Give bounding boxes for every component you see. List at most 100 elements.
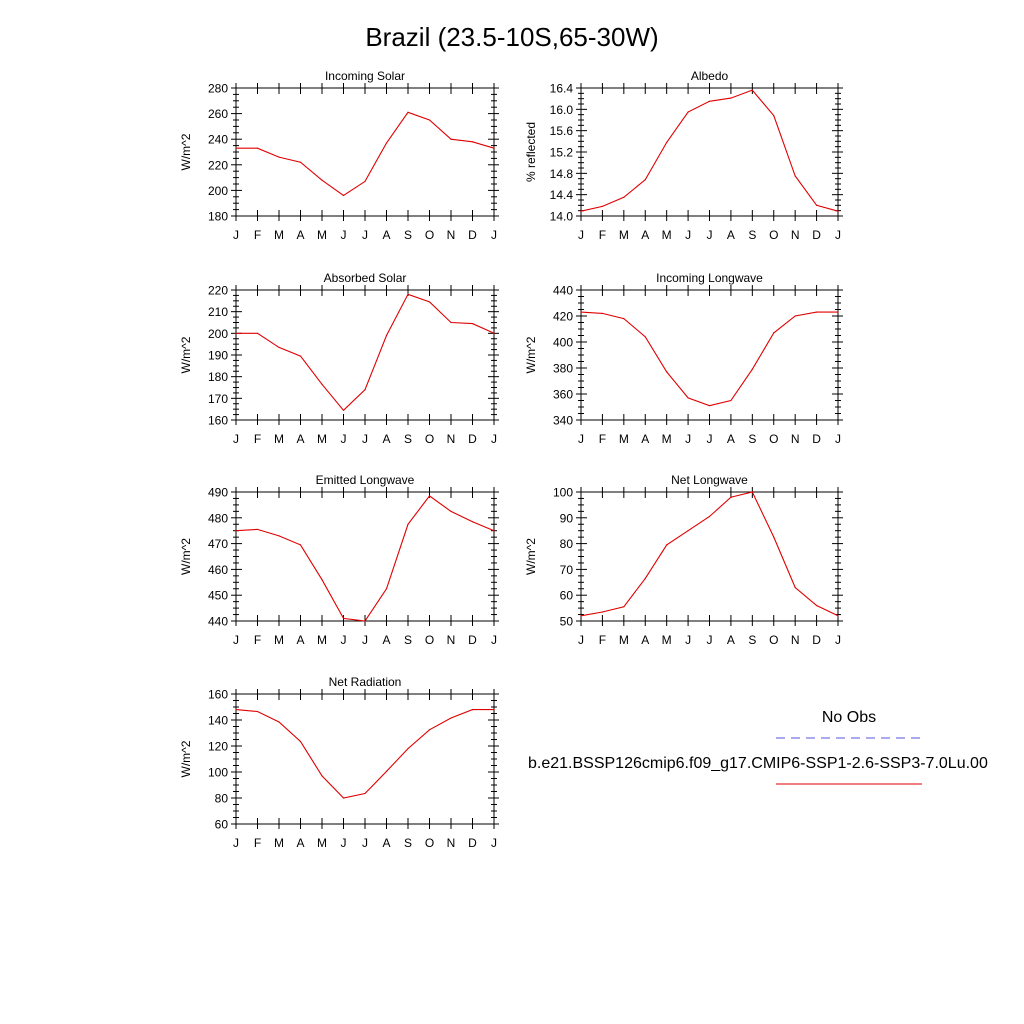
x-tick-label: A: [382, 432, 390, 446]
x-tick-label: F: [599, 633, 606, 647]
x-tick-label: A: [382, 228, 390, 242]
data-point: [278, 156, 280, 158]
y-tick-label: 160: [208, 688, 228, 702]
x-tick-label: N: [447, 432, 456, 446]
data-point: [278, 346, 280, 349]
x-tick-label: A: [296, 432, 304, 446]
x-tick-label: F: [254, 432, 261, 446]
data-point: [666, 141, 668, 143]
y-tick-label: 440: [208, 615, 228, 629]
data-point: [708, 515, 711, 518]
data-point: [687, 397, 689, 399]
data-point: [837, 210, 839, 212]
plot-frame: [580, 491, 839, 622]
data-point: [385, 334, 388, 337]
x-tick-label: A: [296, 633, 304, 647]
x-tick-label: A: [382, 633, 390, 647]
x-tick-label: M: [274, 633, 284, 647]
x-tick-label: S: [748, 432, 756, 446]
data-point: [278, 535, 280, 537]
data-point: [623, 318, 625, 320]
data-point: [321, 579, 323, 581]
x-tick-label: M: [619, 228, 629, 242]
data-point: [773, 536, 775, 538]
y-tick-label: 50: [560, 615, 574, 629]
data-point: [837, 615, 839, 617]
plot-frame: [235, 289, 495, 421]
data-point: [407, 293, 409, 295]
x-tick-label: J: [491, 836, 497, 850]
x-tick-label: D: [468, 228, 477, 242]
data-point: [450, 321, 452, 324]
y-axis-label: W/m^2: [179, 538, 193, 575]
data-point: [580, 615, 582, 617]
x-tick-label: M: [662, 228, 672, 242]
x-tick-label: A: [727, 432, 735, 446]
x-tick-label: O: [769, 633, 778, 647]
y-tick-label: 160: [208, 414, 228, 428]
data-point: [385, 142, 388, 144]
data-point: [450, 510, 452, 512]
data-point: [794, 586, 796, 589]
data-point: [235, 709, 237, 711]
y-tick-label: 260: [208, 107, 228, 121]
data-point: [235, 332, 237, 334]
x-tick-label: J: [491, 633, 497, 647]
x-tick-label: M: [619, 432, 629, 446]
chart-title: Incoming Longwave: [656, 271, 763, 285]
x-tick-label: D: [468, 432, 477, 446]
x-tick-label: N: [791, 432, 800, 446]
data-point: [256, 528, 259, 531]
chart-title: Net Longwave: [671, 473, 748, 487]
data-point: [666, 544, 668, 546]
chart-panels: J F M A M J J A S O N D J180200220240260280Incoming …: [179, 69, 843, 850]
y-tick-label: 16.4: [550, 82, 574, 96]
data-point: [299, 544, 302, 546]
x-tick-label: M: [317, 432, 327, 446]
data-point: [256, 147, 259, 149]
x-tick-label: A: [641, 228, 649, 242]
data-point: [364, 792, 366, 795]
x-tick-label: J: [341, 633, 347, 647]
y-axis-label: W/m^2: [179, 133, 193, 170]
data-point: [687, 530, 689, 532]
x-tick-label: F: [254, 633, 261, 647]
data-point: [299, 355, 302, 357]
data-point: [385, 770, 388, 772]
y-tick-label: 60: [215, 818, 229, 832]
x-tick-label: J: [491, 228, 497, 242]
page-title: Brazil (23.5-10S,65-30W): [365, 22, 658, 52]
x-tick-label: J: [491, 432, 497, 446]
y-tick-label: 140: [208, 714, 228, 728]
y-tick-label: 380: [553, 362, 573, 376]
x-tick-label: J: [835, 633, 841, 647]
data-point: [751, 89, 753, 91]
x-tick-label: J: [835, 228, 841, 242]
data-point: [815, 604, 818, 607]
chart-title: Incoming Solar: [325, 69, 405, 83]
x-tick-label: A: [727, 228, 735, 242]
series-line: [235, 495, 495, 622]
x-tick-label: A: [296, 228, 304, 242]
x-tick-label: O: [769, 228, 778, 242]
data-point: [601, 611, 604, 613]
x-tick-label: J: [578, 228, 584, 242]
x-tick-label: J: [362, 432, 368, 446]
x-tick-label: M: [317, 836, 327, 850]
x-tick-label: J: [707, 228, 713, 242]
data-point: [299, 740, 302, 743]
plot-frame: [580, 289, 839, 421]
data-point: [278, 721, 280, 723]
chart-panel-4: J F M A M J J A S O N D J340360380400420440Incoming …: [524, 271, 843, 446]
data-point: [601, 205, 604, 207]
y-tick-label: 200: [208, 184, 228, 198]
data-point: [773, 332, 775, 334]
data-point: [687, 111, 689, 113]
x-tick-label: D: [468, 633, 477, 647]
x-tick-label: A: [641, 633, 649, 647]
y-tick-label: 15.2: [550, 146, 574, 160]
x-tick-label: J: [233, 228, 239, 242]
